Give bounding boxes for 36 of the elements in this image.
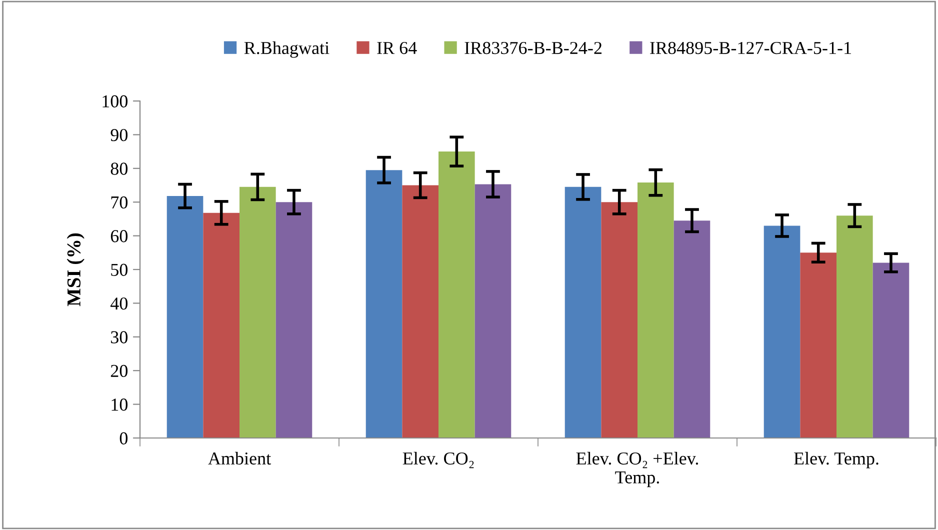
bar bbox=[674, 220, 710, 438]
x-tick-label: Elev. Temp. bbox=[794, 452, 878, 468]
legend-label: IR84895-B-127-CRA-5-1-1 bbox=[650, 42, 851, 54]
bar bbox=[240, 186, 276, 438]
y-tick-label: 10 bbox=[112, 398, 128, 411]
bar bbox=[366, 170, 402, 438]
y-tick-label: 30 bbox=[111, 331, 128, 344]
bar bbox=[800, 252, 836, 438]
y-tick-label: 20 bbox=[110, 364, 128, 378]
x-tick-label: Ambient bbox=[208, 452, 271, 465]
y-tick-label: 0 bbox=[120, 432, 128, 444]
legend-label: R.Bhagwati bbox=[244, 41, 330, 58]
x-tick-label: Elev. CO₂ +Elev. Temp. bbox=[576, 452, 698, 488]
y-tick-label: 70 bbox=[111, 196, 128, 209]
bar bbox=[638, 182, 674, 438]
bar bbox=[872, 262, 910, 438]
y-tick-label: 50 bbox=[111, 264, 128, 276]
y-tick-label: 80 bbox=[110, 162, 128, 175]
bar bbox=[438, 152, 475, 438]
bar bbox=[402, 185, 438, 438]
y-tick-label: 90 bbox=[110, 128, 128, 142]
y-tick-label: 40 bbox=[110, 297, 128, 310]
bar bbox=[836, 216, 873, 438]
x-tick-label: Elev. CO₂ bbox=[402, 452, 474, 468]
y-tick-label: 100 bbox=[102, 95, 128, 108]
legend-label: IR83376-B-B-24-2 bbox=[464, 42, 602, 54]
bar bbox=[276, 202, 312, 438]
bar bbox=[474, 184, 512, 438]
bar bbox=[764, 226, 800, 438]
bar bbox=[564, 186, 602, 438]
y-axis-title: MSI (%) bbox=[66, 233, 84, 306]
y-tick-label: 60 bbox=[110, 230, 128, 242]
bar bbox=[203, 212, 240, 438]
bar bbox=[601, 202, 638, 438]
legend-label: IR 64 bbox=[377, 42, 417, 54]
bar bbox=[166, 196, 204, 438]
